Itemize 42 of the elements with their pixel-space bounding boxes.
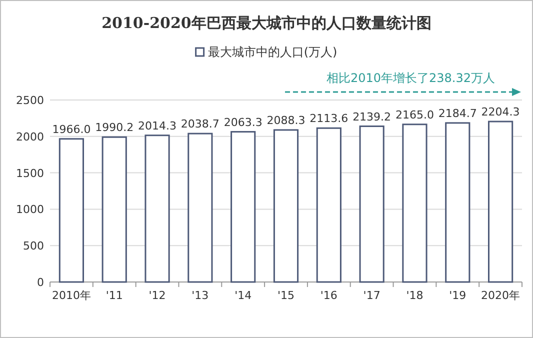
y-tick-label: 1000 (16, 203, 44, 216)
x-tick-label: '15 (277, 289, 295, 302)
text: 2088.3 (266, 114, 306, 127)
text: 2113.6 (310, 112, 348, 126)
text: 1966.0 (52, 122, 91, 136)
legend-label: 最大城市中的人口(万人) (208, 45, 338, 59)
x-tick-label: '16 (320, 289, 338, 302)
bar (58, 138, 84, 283)
x-tick-label: '12 (148, 289, 166, 302)
bar (445, 122, 470, 283)
y-tick-label: 0 (37, 276, 44, 289)
x-tick-label: 2010年 (52, 289, 91, 302)
y-tick-label: 2500 (16, 94, 44, 107)
x-tick-label: '11 (106, 289, 123, 302)
text: 2063.3 (224, 116, 262, 129)
bar (273, 129, 299, 283)
y-tick-label: 1500 (16, 166, 44, 180)
x-tick-label: '18 (406, 289, 424, 302)
x-tick-label: 2020年 (481, 289, 520, 302)
text: 相比2010年增长了238.32万人 (326, 71, 495, 85)
text: 2165.0 (395, 108, 434, 122)
text: 2204.3 (481, 106, 520, 119)
bar (102, 136, 127, 283)
x-tick-label: '17 (363, 289, 380, 302)
bar (488, 120, 514, 283)
text: 2014.3 (138, 119, 177, 132)
bar (144, 134, 170, 283)
text: 2038.7 (180, 118, 220, 131)
y-tick-label: 500 (23, 240, 44, 253)
text: 1990.2 (95, 121, 134, 134)
x-tick-label: '14 (234, 289, 252, 302)
bar (402, 124, 428, 283)
y-tick-label: 2000 (16, 130, 44, 144)
text: 2184.7 (438, 106, 477, 120)
x-tick-label: '19 (449, 289, 466, 302)
chart-title: 2010-2020年巴西最大城市中的人口数量统计图 (102, 14, 432, 32)
x-tick-label: '13 (192, 289, 209, 302)
text: 2139.2 (352, 110, 392, 124)
bar (316, 127, 342, 283)
bar (188, 132, 213, 283)
bar (230, 131, 256, 283)
bar (359, 126, 384, 283)
